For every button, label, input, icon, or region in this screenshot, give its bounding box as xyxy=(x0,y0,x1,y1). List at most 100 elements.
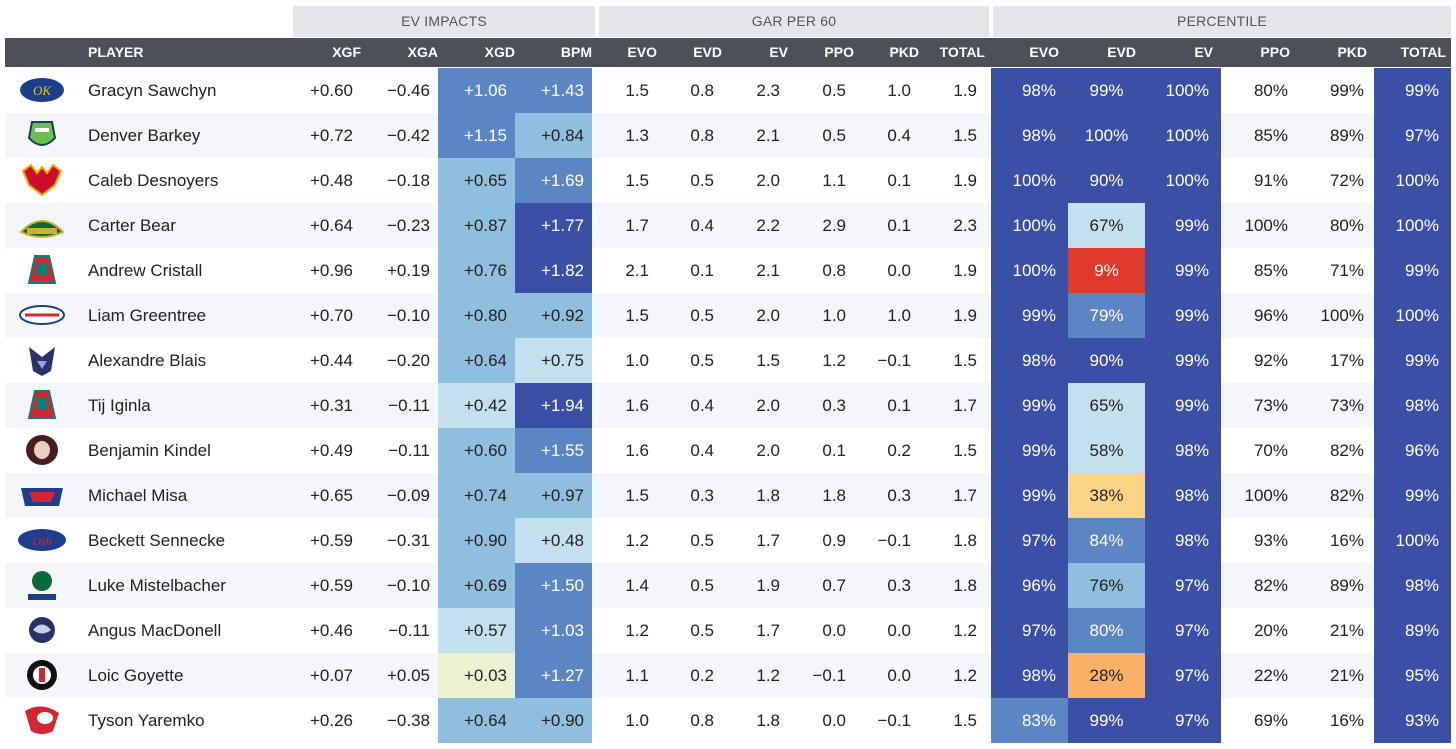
pct-evo-cell: 98% xyxy=(991,653,1068,698)
player-name[interactable]: Loic Goyette xyxy=(88,666,184,685)
pct-ppo-cell: 91% xyxy=(1253,171,1288,190)
gar-ppo-cell: 0.7 xyxy=(822,576,846,595)
gar-evo-cell: 1.2 xyxy=(625,531,649,550)
pct-pkd-cell: 71% xyxy=(1329,261,1364,280)
pct-evo-cell: 97% xyxy=(991,518,1068,563)
pct-ev-cell: 100% xyxy=(1145,113,1221,158)
pct-ppo-cell: 82% xyxy=(1253,576,1288,595)
xga-cell: −0.11 xyxy=(388,441,430,460)
player-name[interactable]: Alexandre Blais xyxy=(88,351,207,370)
player-name[interactable]: Tij Iginla xyxy=(88,396,151,415)
player-name[interactable]: Angus MacDonell xyxy=(88,621,222,640)
header-xgd[interactable]: XGD xyxy=(484,44,515,60)
pct-ev-cell: 97% xyxy=(1145,653,1221,698)
pct-ppo-cell: 92% xyxy=(1253,351,1288,370)
gar-total-cell: 1.9 xyxy=(953,171,977,190)
bpm-cell: +0.84 xyxy=(515,113,592,158)
gar-ev-cell: 1.5 xyxy=(756,351,780,370)
xgd-cell: +0.60 xyxy=(438,428,515,473)
pct-total-cell: 95% xyxy=(1374,653,1451,698)
header-pct-ev[interactable]: EV xyxy=(1194,44,1213,60)
bpm-cell: +1.55 xyxy=(515,428,592,473)
gar-ev-cell: 2.0 xyxy=(756,441,780,460)
gar-evo-cell: 1.7 xyxy=(625,216,649,235)
xga-cell: −0.42 xyxy=(386,126,430,145)
pct-evd-cell: 90% xyxy=(1068,158,1145,203)
pct-ppo-cell: 70% xyxy=(1253,441,1288,460)
header-xgf[interactable]: XGF xyxy=(332,44,361,60)
player-name[interactable]: Caleb Desnoyers xyxy=(88,171,219,190)
gar-pkd-cell: −0.1 xyxy=(877,711,911,730)
header-gar-total[interactable]: TOTAL xyxy=(939,44,985,60)
gar-evd-cell: 0.5 xyxy=(690,171,714,190)
gar-ppo-cell: 0.9 xyxy=(822,531,846,550)
gar-evo-cell: 1.5 xyxy=(625,486,649,505)
header-xga[interactable]: XGA xyxy=(407,44,438,60)
player-name[interactable]: Carter Bear xyxy=(88,216,176,235)
pct-evd-cell: 67% xyxy=(1068,203,1145,248)
xgf-cell: +0.49 xyxy=(309,441,353,460)
player-name[interactable]: Benjamin Kindel xyxy=(88,441,211,460)
pct-pkd-cell: 80% xyxy=(1329,216,1364,235)
player-name[interactable]: Tyson Yaremko xyxy=(88,711,205,730)
pct-evo-cell: 99% xyxy=(991,428,1068,473)
table-row: Angus MacDonell +0.46 −0.11 +0.57 +1.03 1.2 0.… xyxy=(5,608,1451,653)
header-pct-evo[interactable]: EVO xyxy=(1029,44,1059,60)
player-name[interactable]: Michael Misa xyxy=(88,486,188,505)
header-gar-evo[interactable]: EVO xyxy=(627,44,657,60)
pct-evd-cell: 90% xyxy=(1068,338,1145,383)
gar-ppo-cell: 2.9 xyxy=(822,216,846,235)
gar-total-cell: 1.5 xyxy=(953,441,977,460)
pct-pkd-cell: 73% xyxy=(1329,396,1364,415)
pct-pkd-cell: 89% xyxy=(1329,126,1364,145)
header-gar-evd[interactable]: EVD xyxy=(693,44,722,60)
player-name[interactable]: Andrew Cristall xyxy=(88,261,203,280)
header-gar-ev[interactable]: EV xyxy=(769,44,788,60)
gar-evd-cell: 0.5 xyxy=(690,621,714,640)
player-name[interactable]: Gracyn Sawchyn xyxy=(88,81,217,100)
xgf-cell: +0.46 xyxy=(309,621,353,640)
bpm-cell: +1.69 xyxy=(515,158,592,203)
header-pct-total[interactable]: TOTAL xyxy=(1400,44,1446,60)
player-name[interactable]: Beckett Sennecke xyxy=(88,531,226,550)
pct-evo-cell: 98% xyxy=(991,338,1068,383)
pct-evd-cell: 80% xyxy=(1068,608,1145,653)
pct-evd-cell: 58% xyxy=(1068,428,1145,473)
header-pct-pkd[interactable]: PKD xyxy=(1337,44,1367,60)
header-pct-evd[interactable]: EVD xyxy=(1107,44,1136,60)
player-name[interactable]: Denver Barkey xyxy=(88,126,201,145)
gar-evo-cell: 2.1 xyxy=(625,261,649,280)
table-row: Loic Goyette +0.07 +0.05 +0.03 +1.27 1.1 0.2 1.… xyxy=(5,653,1451,698)
gar-ppo-cell: 0.5 xyxy=(822,81,846,100)
pct-total-cell: 89% xyxy=(1374,608,1451,653)
gar-pkd-cell: 0.0 xyxy=(887,621,911,640)
gar-pkd-cell: 0.1 xyxy=(887,216,911,235)
moose-logo-icon xyxy=(17,163,67,198)
bpm-cell: +1.77 xyxy=(515,203,592,248)
gar-pkd-cell: −0.1 xyxy=(877,531,911,550)
oshawa-logo-icon: Osh xyxy=(17,523,67,558)
gar-total-cell: 1.9 xyxy=(953,81,977,100)
pct-evo-cell: 99% xyxy=(991,293,1068,338)
xgf-cell: +0.96 xyxy=(309,261,353,280)
gar-pkd-cell: 1.0 xyxy=(887,81,911,100)
pct-evd-cell: 9% xyxy=(1068,248,1145,293)
pct-evd-cell: 76% xyxy=(1068,563,1145,608)
xgd-cell: +0.80 xyxy=(438,293,515,338)
header-player[interactable]: PLAYER xyxy=(88,44,144,60)
gar-pkd-cell: 0.0 xyxy=(887,261,911,280)
player-name[interactable]: Liam Greentree xyxy=(88,306,207,325)
pct-evo-cell: 100% xyxy=(991,203,1068,248)
gar-evd-cell: 0.5 xyxy=(690,306,714,325)
header-pct-ppo[interactable]: PPO xyxy=(1260,44,1290,60)
header-gar-pkd[interactable]: PKD xyxy=(889,44,919,60)
gar-ppo-cell: 1.1 xyxy=(822,171,846,190)
player-name[interactable]: Luke Mistelbacher xyxy=(88,576,226,595)
pct-ppo-cell: 73% xyxy=(1253,396,1288,415)
xgd-cell: +0.87 xyxy=(438,203,515,248)
header-bpm[interactable]: BPM xyxy=(560,44,592,60)
table-row: Andrew Cristall +0.96 +0.19 +0.76 +1.82 2.1 0.… xyxy=(5,248,1451,293)
column-header-bar: PLAYER XGF XGA XGD BPM EVO EVD EV PPO PK… xyxy=(5,38,1451,67)
header-gar-ppo[interactable]: PPO xyxy=(824,44,854,60)
gar-evo-cell: 1.1 xyxy=(625,666,649,685)
